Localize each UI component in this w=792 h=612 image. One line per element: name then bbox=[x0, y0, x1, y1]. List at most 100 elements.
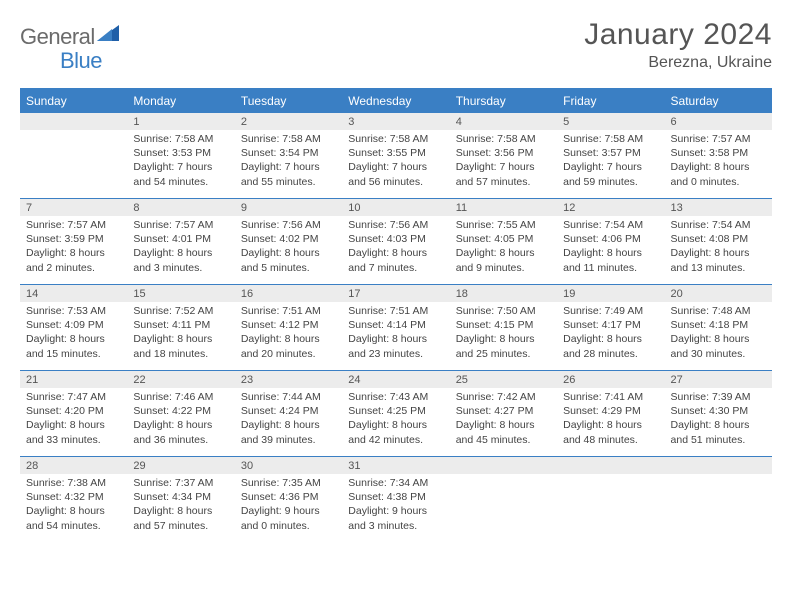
calendar-day-cell: 8Sunrise: 7:57 AMSunset: 4:01 PMDaylight… bbox=[127, 199, 234, 285]
daylight-text: Daylight: 8 hours and 48 minutes. bbox=[563, 418, 658, 446]
daylight-text: Daylight: 8 hours and 2 minutes. bbox=[26, 246, 121, 274]
weekday-header: Saturday bbox=[665, 89, 772, 113]
day-details: Sunrise: 7:51 AMSunset: 4:12 PMDaylight:… bbox=[235, 302, 342, 365]
sunset-text: Sunset: 3:54 PM bbox=[241, 146, 336, 160]
sunset-text: Sunset: 4:24 PM bbox=[241, 404, 336, 418]
day-details: Sunrise: 7:34 AMSunset: 4:38 PMDaylight:… bbox=[342, 474, 449, 537]
calendar-day-cell: 13Sunrise: 7:54 AMSunset: 4:08 PMDayligh… bbox=[665, 199, 772, 285]
day-details: Sunrise: 7:41 AMSunset: 4:29 PMDaylight:… bbox=[557, 388, 664, 451]
calendar-table: SundayMondayTuesdayWednesdayThursdayFrid… bbox=[20, 88, 772, 543]
calendar-week-row: 21Sunrise: 7:47 AMSunset: 4:20 PMDayligh… bbox=[20, 371, 772, 457]
day-number: 21 bbox=[20, 371, 127, 388]
weekday-header: Sunday bbox=[20, 89, 127, 113]
day-number: 5 bbox=[557, 113, 664, 130]
weekday-header: Friday bbox=[557, 89, 664, 113]
day-number: 22 bbox=[127, 371, 234, 388]
day-number: 12 bbox=[557, 199, 664, 216]
sunrise-text: Sunrise: 7:54 AM bbox=[563, 218, 658, 232]
day-number: 9 bbox=[235, 199, 342, 216]
calendar-day-cell: 19Sunrise: 7:49 AMSunset: 4:17 PMDayligh… bbox=[557, 285, 664, 371]
daylight-text: Daylight: 8 hours and 54 minutes. bbox=[26, 504, 121, 532]
sunset-text: Sunset: 4:27 PM bbox=[456, 404, 551, 418]
calendar-day-cell: 10Sunrise: 7:56 AMSunset: 4:03 PMDayligh… bbox=[342, 199, 449, 285]
month-title: January 2024 bbox=[584, 18, 772, 52]
daylight-text: Daylight: 7 hours and 54 minutes. bbox=[133, 160, 228, 188]
sunrise-text: Sunrise: 7:42 AM bbox=[456, 390, 551, 404]
sunrise-text: Sunrise: 7:58 AM bbox=[133, 132, 228, 146]
calendar-week-row: 14Sunrise: 7:53 AMSunset: 4:09 PMDayligh… bbox=[20, 285, 772, 371]
sunrise-text: Sunrise: 7:47 AM bbox=[26, 390, 121, 404]
day-number: 2 bbox=[235, 113, 342, 130]
day-details: Sunrise: 7:56 AMSunset: 4:02 PMDaylight:… bbox=[235, 216, 342, 279]
sunrise-text: Sunrise: 7:39 AM bbox=[671, 390, 766, 404]
daylight-text: Daylight: 8 hours and 28 minutes. bbox=[563, 332, 658, 360]
day-number: 13 bbox=[665, 199, 772, 216]
day-number: 11 bbox=[450, 199, 557, 216]
day-details: Sunrise: 7:57 AMSunset: 4:01 PMDaylight:… bbox=[127, 216, 234, 279]
calendar-day-cell: 16Sunrise: 7:51 AMSunset: 4:12 PMDayligh… bbox=[235, 285, 342, 371]
calendar-day-cell: 18Sunrise: 7:50 AMSunset: 4:15 PMDayligh… bbox=[450, 285, 557, 371]
calendar-day-cell bbox=[557, 457, 664, 543]
sunrise-text: Sunrise: 7:38 AM bbox=[26, 476, 121, 490]
sunrise-text: Sunrise: 7:58 AM bbox=[563, 132, 658, 146]
sunset-text: Sunset: 4:06 PM bbox=[563, 232, 658, 246]
daylight-text: Daylight: 8 hours and 20 minutes. bbox=[241, 332, 336, 360]
daylight-text: Daylight: 7 hours and 57 minutes. bbox=[456, 160, 551, 188]
calendar-day-cell bbox=[450, 457, 557, 543]
daylight-text: Daylight: 8 hours and 39 minutes. bbox=[241, 418, 336, 446]
day-details: Sunrise: 7:51 AMSunset: 4:14 PMDaylight:… bbox=[342, 302, 449, 365]
calendar-day-cell: 11Sunrise: 7:55 AMSunset: 4:05 PMDayligh… bbox=[450, 199, 557, 285]
calendar-day-cell: 17Sunrise: 7:51 AMSunset: 4:14 PMDayligh… bbox=[342, 285, 449, 371]
sunrise-text: Sunrise: 7:52 AM bbox=[133, 304, 228, 318]
day-number: 28 bbox=[20, 457, 127, 474]
calendar-day-cell: 15Sunrise: 7:52 AMSunset: 4:11 PMDayligh… bbox=[127, 285, 234, 371]
calendar-body: 1Sunrise: 7:58 AMSunset: 3:53 PMDaylight… bbox=[20, 113, 772, 543]
sunrise-text: Sunrise: 7:58 AM bbox=[241, 132, 336, 146]
day-number: 15 bbox=[127, 285, 234, 302]
daylight-text: Daylight: 8 hours and 33 minutes. bbox=[26, 418, 121, 446]
day-details: Sunrise: 7:48 AMSunset: 4:18 PMDaylight:… bbox=[665, 302, 772, 365]
day-details: Sunrise: 7:44 AMSunset: 4:24 PMDaylight:… bbox=[235, 388, 342, 451]
day-number: 23 bbox=[235, 371, 342, 388]
day-number: 4 bbox=[450, 113, 557, 130]
day-number: 16 bbox=[235, 285, 342, 302]
calendar-day-cell: 23Sunrise: 7:44 AMSunset: 4:24 PMDayligh… bbox=[235, 371, 342, 457]
day-number bbox=[20, 113, 127, 130]
sunset-text: Sunset: 3:59 PM bbox=[26, 232, 121, 246]
daylight-text: Daylight: 8 hours and 13 minutes. bbox=[671, 246, 766, 274]
day-details: Sunrise: 7:39 AMSunset: 4:30 PMDaylight:… bbox=[665, 388, 772, 451]
sunset-text: Sunset: 4:25 PM bbox=[348, 404, 443, 418]
calendar-day-cell: 25Sunrise: 7:42 AMSunset: 4:27 PMDayligh… bbox=[450, 371, 557, 457]
day-number: 8 bbox=[127, 199, 234, 216]
day-number: 31 bbox=[342, 457, 449, 474]
day-number: 20 bbox=[665, 285, 772, 302]
sunrise-text: Sunrise: 7:49 AM bbox=[563, 304, 658, 318]
day-details: Sunrise: 7:57 AMSunset: 3:58 PMDaylight:… bbox=[665, 130, 772, 193]
day-details: Sunrise: 7:53 AMSunset: 4:09 PMDaylight:… bbox=[20, 302, 127, 365]
sunset-text: Sunset: 4:08 PM bbox=[671, 232, 766, 246]
daylight-text: Daylight: 8 hours and 42 minutes. bbox=[348, 418, 443, 446]
sunrise-text: Sunrise: 7:57 AM bbox=[671, 132, 766, 146]
calendar-day-cell: 26Sunrise: 7:41 AMSunset: 4:29 PMDayligh… bbox=[557, 371, 664, 457]
sunrise-text: Sunrise: 7:58 AM bbox=[348, 132, 443, 146]
day-details: Sunrise: 7:46 AMSunset: 4:22 PMDaylight:… bbox=[127, 388, 234, 451]
day-number: 19 bbox=[557, 285, 664, 302]
sunrise-text: Sunrise: 7:44 AM bbox=[241, 390, 336, 404]
daylight-text: Daylight: 8 hours and 18 minutes. bbox=[133, 332, 228, 360]
sunset-text: Sunset: 3:56 PM bbox=[456, 146, 551, 160]
sunrise-text: Sunrise: 7:58 AM bbox=[456, 132, 551, 146]
calendar-day-cell: 22Sunrise: 7:46 AMSunset: 4:22 PMDayligh… bbox=[127, 371, 234, 457]
day-details: Sunrise: 7:58 AMSunset: 3:57 PMDaylight:… bbox=[557, 130, 664, 193]
calendar-day-cell: 9Sunrise: 7:56 AMSunset: 4:02 PMDaylight… bbox=[235, 199, 342, 285]
calendar-day-cell: 6Sunrise: 7:57 AMSunset: 3:58 PMDaylight… bbox=[665, 113, 772, 199]
logo-text-blue: Blue bbox=[60, 48, 102, 73]
calendar-day-cell: 2Sunrise: 7:58 AMSunset: 3:54 PMDaylight… bbox=[235, 113, 342, 199]
sunset-text: Sunset: 4:05 PM bbox=[456, 232, 551, 246]
daylight-text: Daylight: 8 hours and 57 minutes. bbox=[133, 504, 228, 532]
sunrise-text: Sunrise: 7:50 AM bbox=[456, 304, 551, 318]
sunrise-text: Sunrise: 7:51 AM bbox=[241, 304, 336, 318]
calendar-day-cell: 29Sunrise: 7:37 AMSunset: 4:34 PMDayligh… bbox=[127, 457, 234, 543]
sunrise-text: Sunrise: 7:56 AM bbox=[241, 218, 336, 232]
day-details: Sunrise: 7:54 AMSunset: 4:08 PMDaylight:… bbox=[665, 216, 772, 279]
day-number: 7 bbox=[20, 199, 127, 216]
